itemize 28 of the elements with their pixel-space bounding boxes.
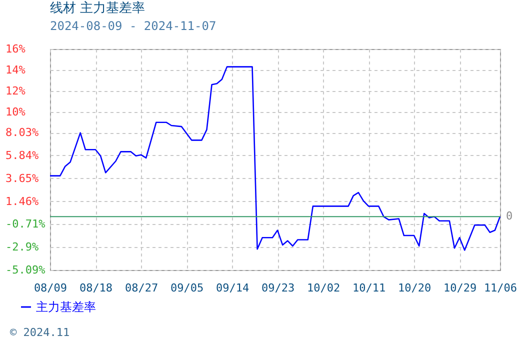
y-tick-label: 3.65%	[6, 172, 39, 185]
line-series	[49, 66, 501, 251]
x-tick-label: 08/18	[79, 282, 113, 294]
x-tick-label: 08/09	[34, 282, 68, 294]
x-tick-label: 11/06	[484, 282, 518, 294]
y-tick-label: 1.46%	[6, 194, 39, 208]
x-tick-label: 09/05	[170, 282, 204, 294]
x-tick-label: 10/29	[443, 282, 477, 294]
y-tick-label: 16%	[6, 42, 26, 56]
y-tick-label: 8.03%	[6, 126, 39, 140]
y-tick-label: -5.09%	[6, 264, 46, 276]
x-tick-label: 10/20	[398, 282, 432, 294]
chart-subtitle: 2024-08-09 - 2024-11-07	[50, 19, 216, 33]
chart-title: 线材 主力基差率	[50, 0, 146, 16]
y-tick-label: 10%	[6, 105, 26, 118]
ref-line-label: 0	[506, 210, 513, 223]
y-tick-label: 14%	[6, 63, 26, 76]
y-tick-label: -2.9%	[6, 240, 39, 254]
y-tick-label: 12%	[6, 84, 26, 98]
x-tick-label: 09/14	[216, 282, 250, 294]
x-tick-label: 10/11	[352, 282, 386, 294]
y-tick-label: 5.84%	[6, 148, 39, 162]
y-tick-label: -0.71%	[6, 218, 46, 231]
x-tick-label: 08/27	[124, 282, 158, 294]
text: © 2024.11	[10, 326, 70, 339]
x-tick-label: 09/23	[261, 282, 295, 294]
x-tick-label: 10/02	[306, 282, 340, 294]
legend-label: 主力基差率	[36, 300, 96, 314]
